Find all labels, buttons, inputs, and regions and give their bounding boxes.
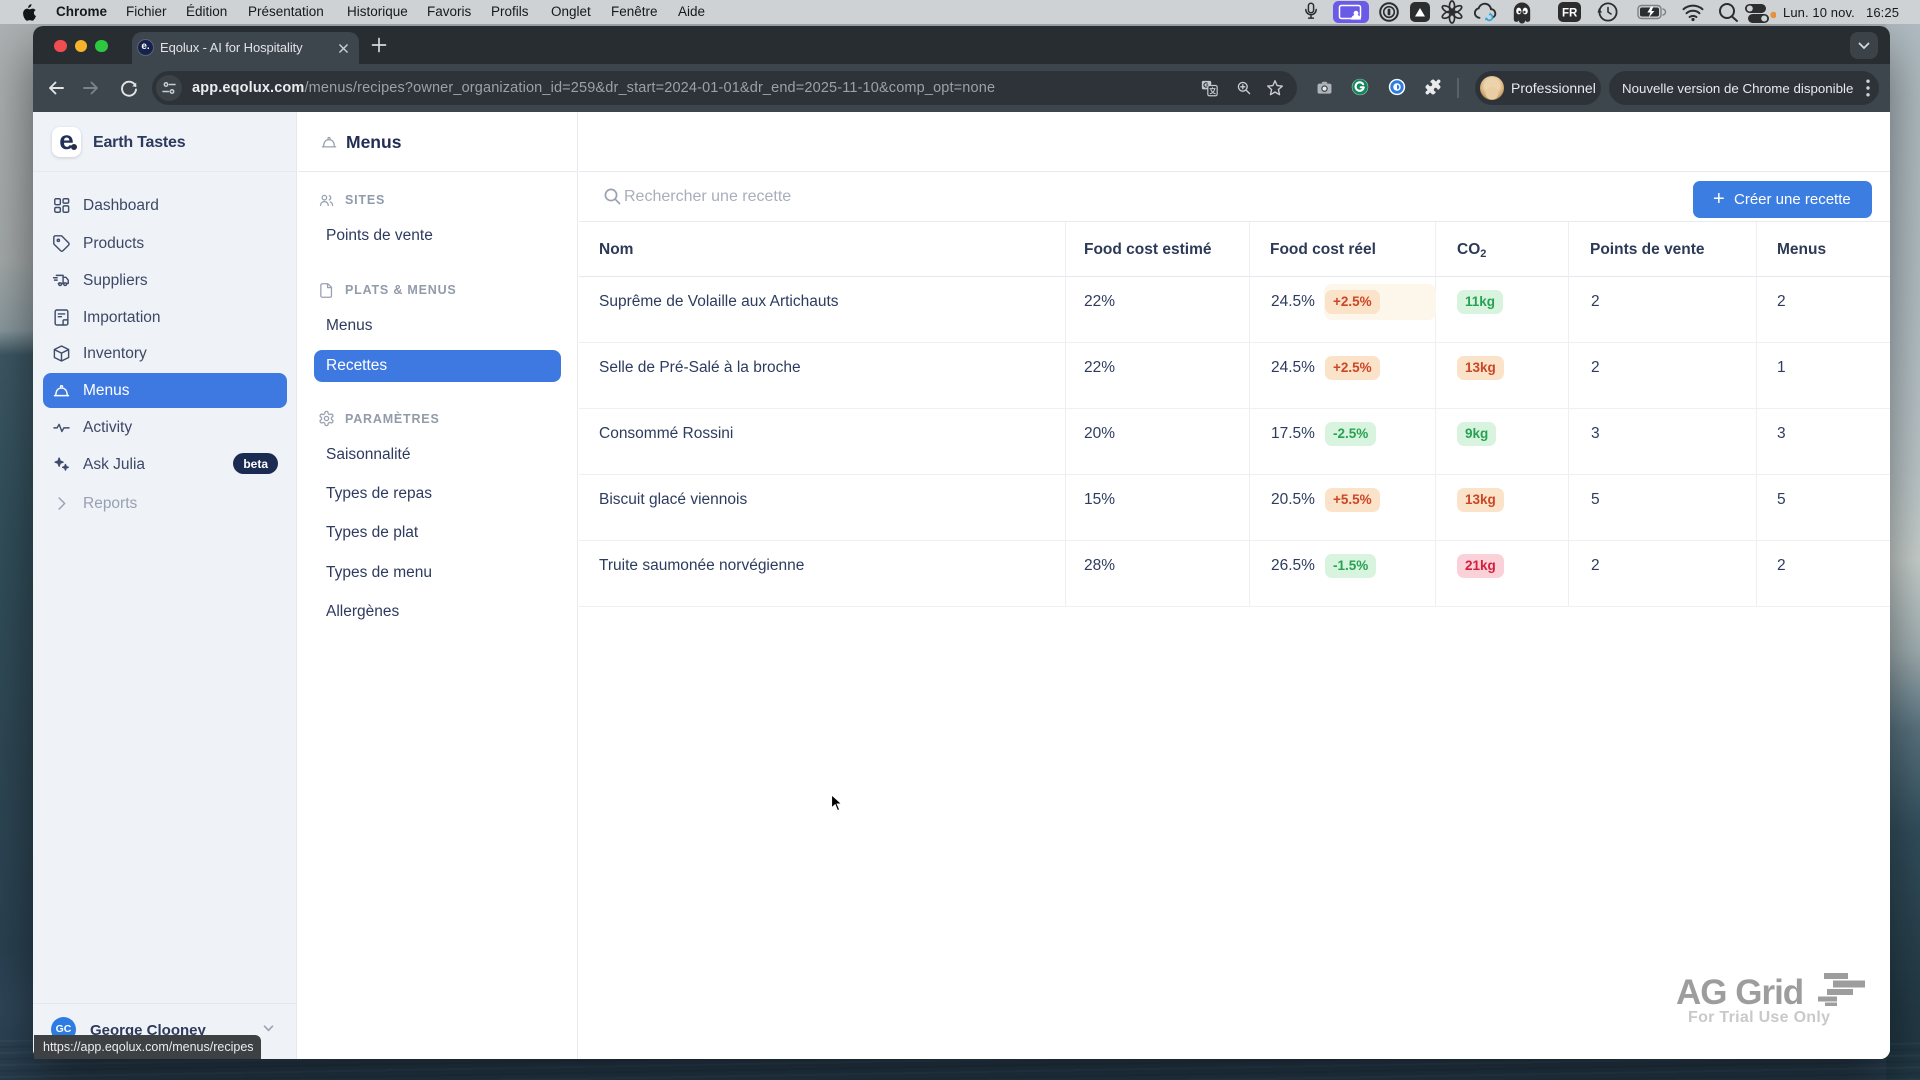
svg-text:FR: FR [1562,8,1578,20]
